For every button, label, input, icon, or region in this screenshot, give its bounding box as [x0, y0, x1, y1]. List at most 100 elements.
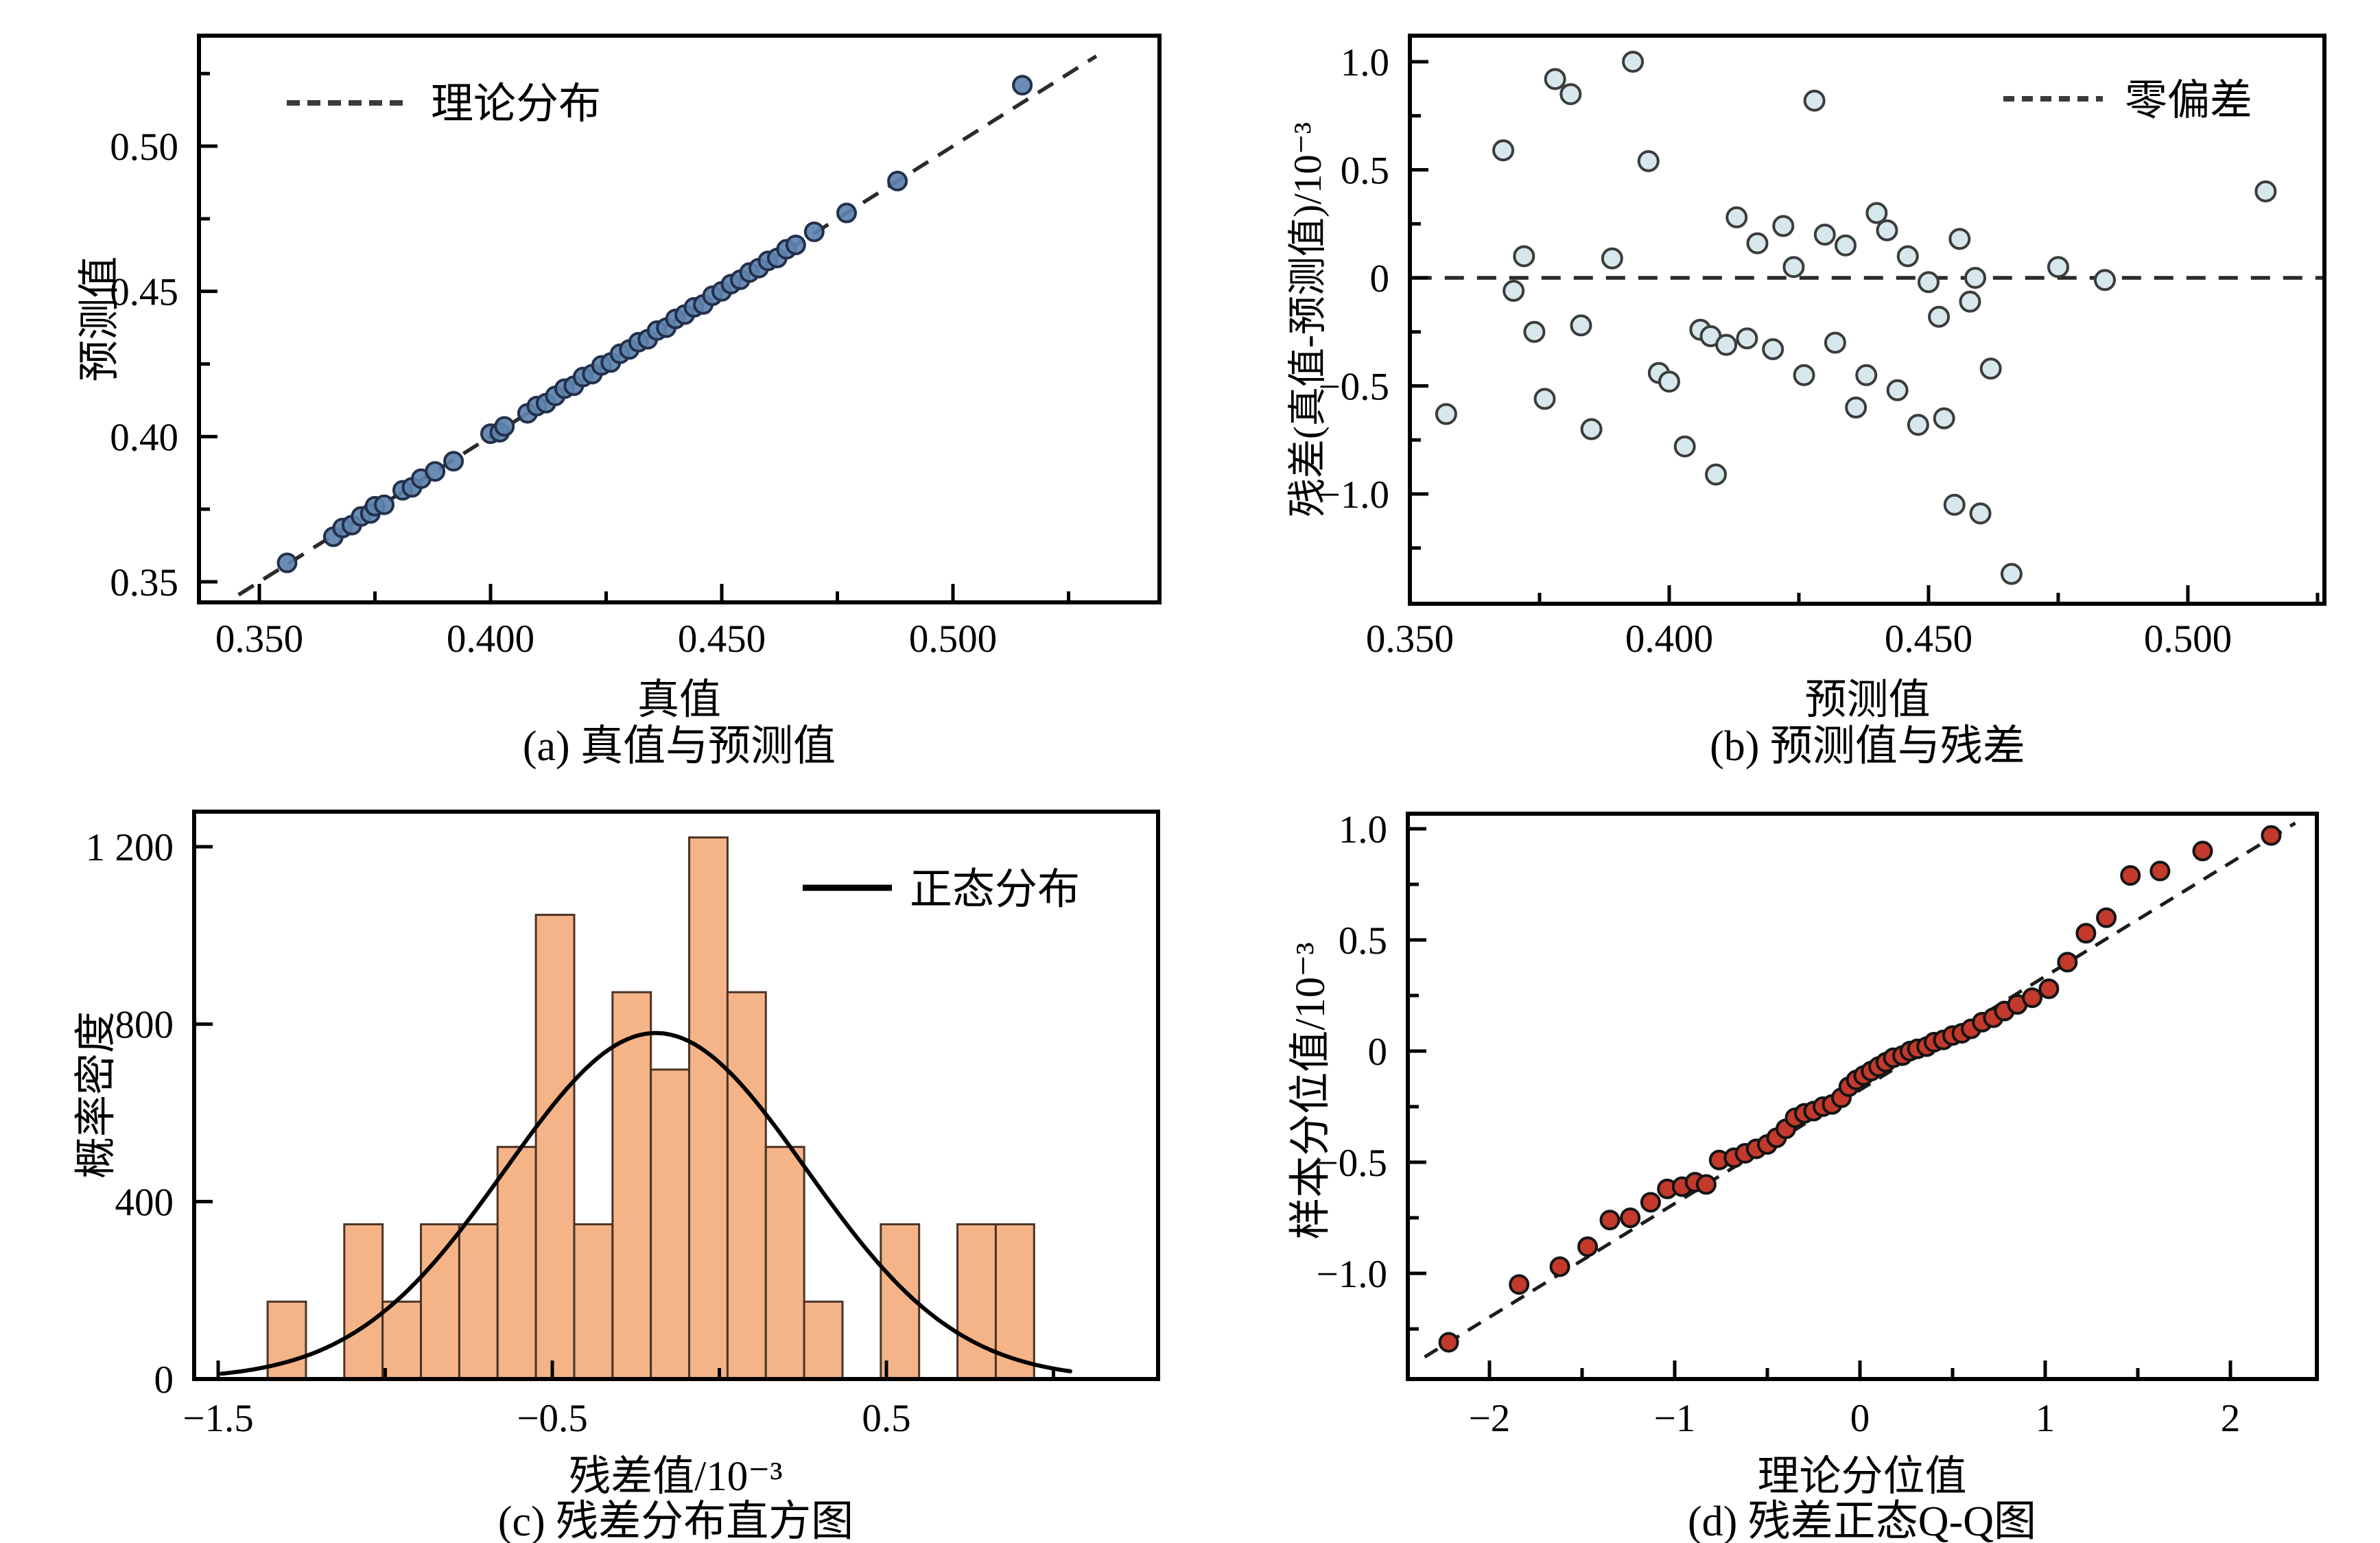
y-tick-label: 1 200	[86, 826, 174, 869]
panel-c-legend-label: 正态分布	[910, 867, 1080, 913]
histogram-bar	[611, 991, 652, 1380]
panel-b-plot: 0.350 0.400 0.450 0.500 1.0 0.5 0 −0.5 −1.0	[1319, 34, 2326, 661]
y-tick-label: 0.40	[110, 416, 178, 459]
data-point	[2093, 269, 2116, 292]
data-point	[1503, 279, 1525, 302]
data-point	[1673, 435, 1696, 458]
y-tick-label: 0	[154, 1358, 174, 1402]
histogram-bar	[726, 991, 767, 1380]
histogram-bar	[956, 1223, 997, 1380]
data-point	[1928, 305, 1951, 328]
panel-d-reference-line	[1424, 821, 2296, 1358]
data-point	[1896, 245, 1919, 268]
histogram-bar	[381, 1300, 423, 1380]
data-point	[1959, 290, 1981, 313]
panel-d-caption: (d) 残差正态Q-Q图	[1688, 1498, 2036, 1543]
histogram-bar	[688, 836, 729, 1380]
data-point	[1637, 150, 1660, 172]
data-point	[1736, 327, 1758, 350]
data-point	[1762, 338, 1784, 360]
x-tick-label: 0.350	[215, 617, 303, 661]
data-point	[1559, 83, 1582, 106]
data-point	[1824, 331, 1846, 354]
x-tick-label: −0.5	[517, 1397, 587, 1440]
data-point	[1544, 68, 1566, 91]
data-point	[2261, 825, 2282, 846]
y-tick-label: −0.5	[1317, 1142, 1387, 1185]
data-point	[425, 461, 446, 482]
x-tick-label: 0.400	[447, 617, 534, 661]
data-point	[2192, 840, 2213, 862]
data-point	[1835, 234, 1857, 257]
panel-a-plot-box	[197, 34, 1162, 604]
data-point	[1640, 1192, 1661, 1213]
data-point	[1845, 397, 1868, 419]
x-tick-label: 0.350	[1366, 617, 1454, 661]
data-point	[2000, 563, 2023, 585]
data-point	[1509, 1274, 1530, 1295]
data-point	[2047, 256, 2069, 279]
data-point	[2096, 907, 2117, 928]
data-point	[803, 221, 825, 242]
data-point	[1948, 228, 1971, 250]
data-point	[1601, 247, 1623, 270]
data-point	[373, 494, 394, 515]
data-point	[785, 234, 806, 255]
data-point	[1599, 1210, 1621, 1231]
data-point	[2254, 180, 2277, 202]
histogram-bar	[343, 1223, 384, 1380]
x-tick-label: 0.500	[909, 617, 997, 661]
x-tick-label: 0	[1850, 1397, 1870, 1440]
histogram-bar	[880, 1223, 921, 1380]
x-tick-label: −2	[1469, 1397, 1511, 1440]
y-tick-label: −0.5	[1319, 366, 1389, 409]
data-point	[2022, 987, 2043, 1009]
y-tick-label: 0.35	[110, 561, 178, 604]
x-tick-label: 0.400	[1625, 617, 1713, 661]
data-point	[1438, 1332, 1459, 1353]
y-tick-label: −1.0	[1317, 1253, 1387, 1296]
data-point	[887, 170, 908, 191]
panel-b-caption: (b) 预测值与残差	[1710, 723, 2025, 770]
data-point	[1577, 1236, 1599, 1258]
y-tick-label: −1.0	[1319, 473, 1389, 517]
histogram-bar	[420, 1223, 460, 1380]
panel-a-legend-label: 理论分布	[431, 81, 601, 128]
data-point	[276, 552, 298, 574]
panel-a-caption: (a) 真值与预测值	[523, 723, 836, 770]
data-point	[1622, 50, 1645, 73]
data-point	[1570, 314, 1592, 337]
y-tick-label: 0.5	[1339, 919, 1387, 963]
normal-distribution-curve	[219, 1030, 1072, 1376]
panel-a-true-vs-predicted: 0.350 0.400 0.450 0.500 0.35 0.40 0.45 0.50 理论分…	[77, 34, 1162, 770]
histogram-bar	[803, 1300, 844, 1380]
data-point	[1523, 320, 1546, 343]
y-tick-label: 0	[1368, 1030, 1388, 1074]
panel-b-y-axis-label: 残差(真值-预测值)/10⁻³	[1286, 122, 1330, 517]
data-point	[1876, 219, 1898, 242]
data-point	[2057, 952, 2078, 973]
panel-d-plot: −2 −1 0 1 2 1.0 0.5 0 −0.5 −1.0	[1317, 808, 2319, 1440]
histogram-bar	[650, 1068, 691, 1380]
y-tick-label: 0.45	[110, 271, 178, 314]
data-point	[1620, 1208, 1641, 1229]
data-point	[1793, 364, 1815, 386]
data-point	[1715, 333, 1738, 356]
y-tick-label: 800	[115, 1004, 174, 1047]
histogram-bar	[534, 913, 576, 1380]
data-point	[1513, 245, 1535, 268]
data-point	[1855, 364, 1878, 386]
data-point	[2120, 865, 2141, 886]
y-tick-label: 0.50	[110, 126, 178, 169]
data-point	[1012, 75, 1033, 96]
data-point	[1533, 388, 1556, 410]
data-point	[1549, 1256, 1570, 1277]
panel-c-plot-box	[192, 810, 1160, 1381]
y-tick-label: 1.0	[1341, 41, 1389, 84]
data-point	[1907, 414, 1929, 436]
data-point	[443, 451, 464, 472]
x-tick-label: 0.5	[862, 1397, 910, 1440]
data-point	[1772, 215, 1795, 237]
